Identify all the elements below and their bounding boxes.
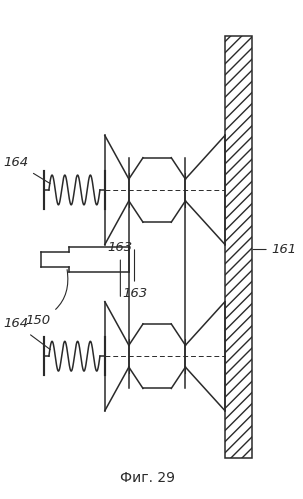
Bar — [225, 36, 252, 458]
Text: 164: 164 — [3, 317, 50, 350]
Text: 150: 150 — [26, 269, 68, 327]
Text: Фиг. 29: Фиг. 29 — [120, 471, 175, 485]
Text: 164: 164 — [3, 156, 50, 184]
Text: 163: 163 — [108, 242, 133, 296]
Text: 163: 163 — [122, 250, 147, 300]
Text: 161: 161 — [253, 243, 297, 256]
